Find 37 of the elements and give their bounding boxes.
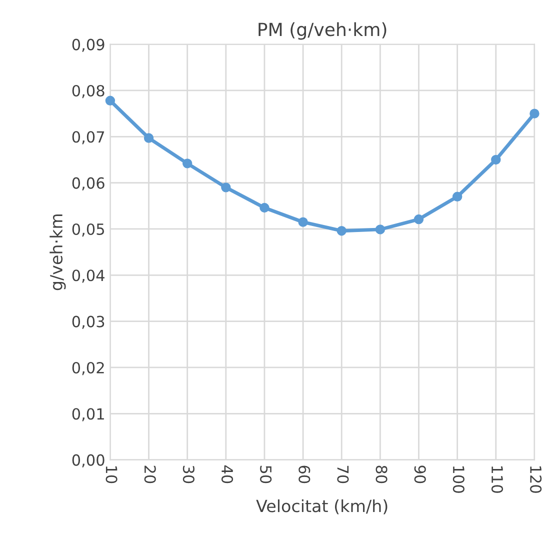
x-axis-title: Velocitat (km/h) xyxy=(256,499,388,514)
point xyxy=(144,133,154,143)
point xyxy=(105,96,116,106)
y-tick-label: 0,04 xyxy=(72,270,104,283)
x-tick-label: 100 xyxy=(452,466,464,493)
x-tick-label: 20 xyxy=(144,466,156,484)
x-tick-label: 10 xyxy=(106,466,118,484)
point xyxy=(530,108,540,118)
x-tick-label: 40 xyxy=(221,465,234,484)
chart-title: PM (g/veh·km) xyxy=(258,22,386,40)
x-tick-label: 70 xyxy=(337,466,349,484)
x-tick-label: 90 xyxy=(414,466,426,484)
y-tick-label: 0,07 xyxy=(72,131,104,144)
point xyxy=(182,158,192,168)
point xyxy=(298,217,308,227)
x-tick-label: 110 xyxy=(491,466,504,493)
y-tick-label: 0,03 xyxy=(72,316,104,329)
point xyxy=(260,202,270,213)
y-tick-label: 0,01 xyxy=(72,408,104,422)
point xyxy=(491,154,501,165)
point xyxy=(452,192,462,202)
point xyxy=(336,226,346,236)
y-tick-label: 0,00 xyxy=(72,454,104,468)
y-tick-label: 0,08 xyxy=(72,84,104,98)
point xyxy=(221,182,231,192)
y-tick-label: 0,06 xyxy=(72,177,104,190)
x-tick-label: 120 xyxy=(530,466,542,493)
y-tick-label: 0,02 xyxy=(72,362,104,376)
y-axis-title: g/veh·km xyxy=(50,214,66,290)
x-tick-label: 80 xyxy=(376,466,388,484)
y-tick-label: 0,09 xyxy=(72,38,104,52)
x-tick-label: 60 xyxy=(298,466,310,484)
y-tick-label: 0,05 xyxy=(72,223,104,237)
point xyxy=(375,224,386,234)
x-tick-label: 30 xyxy=(182,466,194,484)
point xyxy=(414,214,424,224)
x-tick-label: 50 xyxy=(260,466,272,484)
